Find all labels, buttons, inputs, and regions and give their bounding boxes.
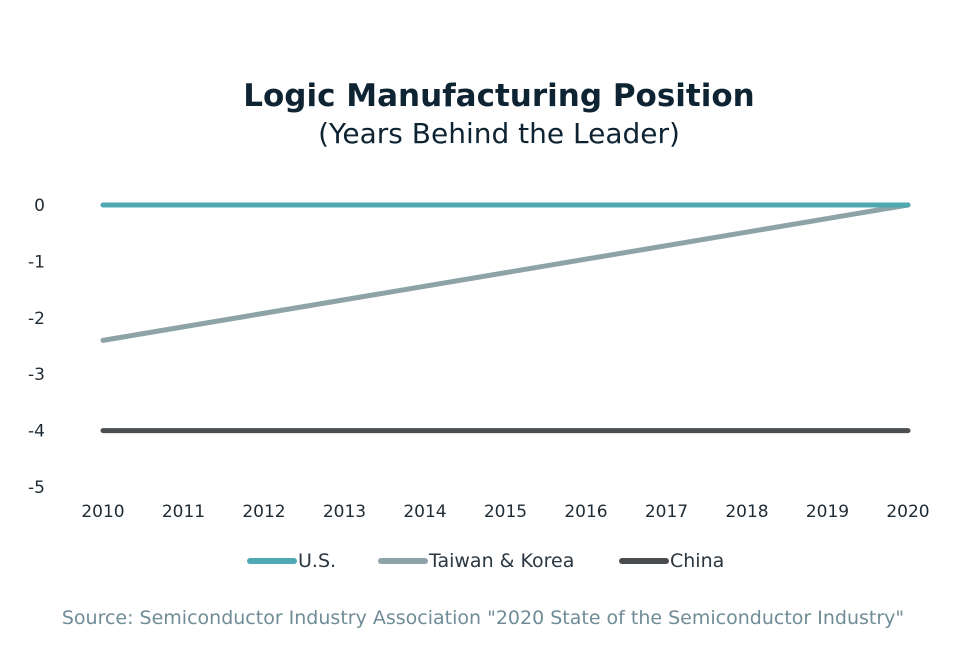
legend-label: Taiwan & Korea: [428, 550, 574, 572]
y-tick-label: 0: [34, 196, 45, 216]
y-tick-label: -2: [28, 309, 45, 329]
x-tick-label: 2019: [806, 502, 849, 522]
legend-label: U.S.: [298, 550, 336, 572]
legend: U.S. Taiwan & Korea China: [247, 550, 724, 572]
x-tick-label: 2017: [645, 502, 688, 522]
legend-label: China: [670, 550, 724, 572]
y-tick-label: -3: [28, 365, 45, 385]
x-axis-ticks: 2010 2011 2012 2013 2014 2015 2016 2017 2018 2019…: [81, 502, 929, 522]
series-lines: [100, 202, 911, 434]
x-tick-label: 2010: [81, 502, 124, 522]
y-tick-label: -1: [28, 252, 45, 272]
source-note: Source: Semiconductor Industry Associati…: [62, 607, 904, 629]
x-tick-label: 2020: [886, 502, 929, 522]
x-tick-label: 2016: [564, 502, 607, 522]
series-line-taiwan-korea: [100, 202, 911, 343]
y-tick-label: -4: [28, 422, 45, 442]
x-tick-label: 2018: [725, 502, 768, 522]
x-tick-label: 2011: [162, 502, 205, 522]
chart-subtitle: (Years Behind the Leader): [318, 117, 680, 150]
y-tick-label: -5: [28, 478, 45, 498]
x-tick-label: 2013: [323, 502, 366, 522]
x-tick-label: 2014: [403, 502, 446, 522]
chart-title: Logic Manufacturing Position: [243, 78, 755, 114]
x-tick-label: 2012: [242, 502, 285, 522]
y-axis-ticks: 0 -1 -2 -3 -4 -5: [28, 196, 45, 498]
x-tick-label: 2015: [484, 502, 527, 522]
